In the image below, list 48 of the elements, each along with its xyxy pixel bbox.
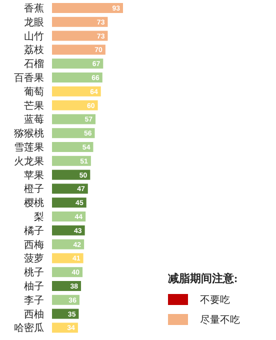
bar bbox=[52, 239, 84, 250]
legend-label: 不要吃 bbox=[200, 294, 230, 306]
bar bbox=[52, 156, 91, 166]
y-tick-label: 梨 bbox=[34, 211, 44, 223]
y-tick-label: 樱桃 bbox=[24, 197, 44, 210]
bar bbox=[52, 198, 86, 208]
y-tick-label: 荔枝 bbox=[24, 44, 44, 56]
y-tick-label: 菠萝 bbox=[24, 252, 44, 265]
bar bbox=[52, 3, 123, 13]
bar bbox=[52, 170, 90, 180]
y-tick-label: 苹果 bbox=[24, 169, 44, 182]
bar bbox=[52, 225, 85, 236]
bar bbox=[52, 253, 84, 264]
y-tick-label: 蓝莓 bbox=[24, 114, 44, 126]
bar bbox=[52, 72, 102, 82]
bar bbox=[52, 58, 104, 69]
y-tick-label: 雪莲果 bbox=[14, 142, 44, 154]
bar bbox=[52, 44, 106, 55]
legend-title: 减脂期间注意: bbox=[168, 272, 238, 285]
y-tick-label: 橘子 bbox=[24, 224, 44, 237]
y-tick-label: 橙子 bbox=[24, 183, 44, 196]
y-tick-label: 火龙果 bbox=[14, 155, 44, 168]
y-tick-label: 芒果 bbox=[24, 100, 44, 112]
y-tick-label: 柚子 bbox=[24, 280, 44, 292]
bar bbox=[52, 86, 101, 96]
y-tick-label: 西柚 bbox=[24, 308, 44, 320]
y-tick-label: 石榴 bbox=[24, 58, 44, 70]
bar bbox=[52, 16, 108, 27]
legend-label: 尽量不吃 bbox=[200, 314, 240, 326]
bar bbox=[52, 184, 88, 194]
bar bbox=[52, 212, 86, 222]
bar bbox=[52, 128, 95, 138]
bar bbox=[52, 142, 94, 152]
y-tick-label: 猕猴桃 bbox=[14, 128, 44, 140]
y-tick-label: 葡萄 bbox=[24, 86, 44, 98]
bar bbox=[52, 322, 78, 333]
y-tick-label: 桃子 bbox=[24, 266, 44, 279]
y-tick-label: 李子 bbox=[24, 294, 44, 306]
bar bbox=[52, 100, 98, 110]
y-tick-label: 哈密瓜 bbox=[14, 322, 44, 334]
bar bbox=[52, 114, 96, 124]
y-tick-label: 西梅 bbox=[24, 238, 44, 251]
y-tick-label: 山竹 bbox=[24, 30, 44, 42]
y-tick-label: 龙眼 bbox=[24, 16, 44, 28]
y-tick-label: 香蕉 bbox=[24, 2, 44, 14]
bar bbox=[52, 267, 83, 278]
y-tick-label: 百香果 bbox=[14, 72, 44, 84]
bar bbox=[52, 30, 108, 41]
